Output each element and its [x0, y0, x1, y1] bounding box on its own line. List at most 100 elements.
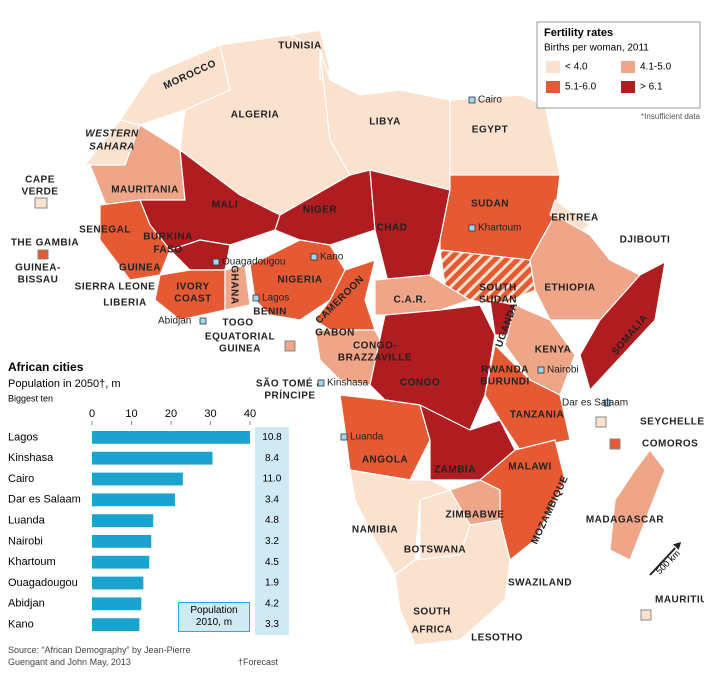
country-label: MADAGASCAR [586, 515, 665, 526]
chart-subtitle: Population in 2050†, m [8, 378, 121, 390]
city-label: Ouagadougou [222, 257, 285, 268]
bar [92, 555, 150, 569]
country-label: CHAD [377, 223, 408, 234]
city-label: Luanda [350, 432, 384, 443]
chart-title: African cities [8, 360, 84, 374]
country-label: BURUNDI [480, 377, 530, 388]
country-label: BISSAU [18, 275, 59, 286]
legend-subtitle: Births per woman, 2011 [544, 43, 649, 54]
country-label: NAMIBIA [352, 525, 398, 536]
country-shape [609, 449, 666, 561]
bar [92, 493, 175, 507]
legend-swatch [546, 61, 560, 73]
country-label: TANZANIA [510, 410, 564, 421]
country-label: COMOROS [642, 439, 698, 450]
country-label: BRAZZAVILLE [338, 353, 412, 364]
value-label: 3.3 [265, 619, 279, 630]
country-label: LESOTHO [471, 633, 523, 644]
legend-swatch [621, 61, 635, 73]
x-tick-label: 0 [89, 408, 95, 420]
country-label: NIGERIA [277, 275, 322, 286]
x-tick-label: 40 [244, 408, 256, 420]
city-marker [317, 379, 325, 387]
country-label: IVORY [176, 282, 209, 293]
country-label: MAURITANIA [111, 185, 179, 196]
scale-arrowhead [670, 540, 683, 553]
city-label: Dar es Salaam [562, 398, 628, 409]
bar [92, 451, 213, 465]
country-label: C.A.R. [394, 295, 427, 306]
city-marker [537, 366, 545, 374]
value-label: 11.0 [263, 474, 282, 485]
population-2010-key: Population 2010, m [178, 602, 250, 632]
country-shape [224, 264, 251, 311]
country-label: DJIBOUTI [620, 235, 671, 246]
legend-label: > 6.1 [640, 82, 663, 93]
city-label: Lagos [262, 293, 289, 304]
city-marker [468, 224, 476, 232]
city-marker [468, 96, 476, 104]
country-label: BOTSWANA [404, 545, 466, 556]
footnote: †Forecast [238, 657, 279, 667]
bar [92, 431, 250, 444]
y-tick-label: Nairobi [8, 535, 43, 547]
country-label: GUINEA [219, 344, 261, 355]
country-label: MAURITIUS [655, 595, 704, 606]
country-label: GUINEA- [15, 263, 61, 274]
city-label: Nairobi [547, 365, 579, 376]
country-label: GABON [315, 328, 355, 339]
city-marker [212, 258, 220, 266]
legend-swatch [621, 81, 635, 93]
y-tick-label: Lagos [8, 431, 38, 443]
cities-chart: African cities Population in 2050†, m Bigg… [0, 355, 300, 683]
x-tick-label: 10 [125, 408, 137, 420]
country-label: SWAZILAND [508, 578, 572, 589]
country-label: WESTERN [85, 129, 139, 140]
y-tick-label: Khartoum [8, 556, 56, 568]
country-label: CAPE [25, 175, 55, 186]
legend-label: 5.1-6.0 [565, 82, 597, 93]
legend-title: Fertility rates [544, 27, 613, 39]
city-label: Cairo [478, 95, 502, 106]
country-label: ERITREA [551, 213, 598, 224]
country-label: ZAMBIA [434, 465, 476, 476]
value-label: 3.4 [265, 494, 279, 505]
country-label: SENEGAL [79, 225, 131, 236]
country-label: ETHIOPIA [544, 283, 595, 294]
city-marker [310, 253, 318, 261]
country-label: SAHARA [89, 142, 135, 153]
legend-box [536, 21, 701, 109]
country-label: SÃO TOMÉ & [256, 377, 324, 390]
city-label: Kinshasa [327, 378, 369, 389]
country-label: AFRICA [412, 625, 453, 636]
country-label: ZIMBABWE [446, 510, 505, 521]
legend-note: *Insufficient data [641, 112, 701, 121]
country-shape [394, 519, 511, 646]
bar [92, 576, 144, 590]
city-marker [603, 399, 611, 407]
country-label: KENYA [535, 345, 572, 356]
x-tick-label: 30 [204, 408, 216, 420]
country-shape [349, 469, 452, 576]
country-label: ALGERIA [231, 110, 280, 121]
country-label: SOUTH [479, 283, 517, 294]
country-shape [34, 197, 48, 209]
y-tick-label: Cairo [8, 473, 34, 485]
x-tick-label: 20 [165, 408, 177, 420]
country-label: SUDAN [479, 295, 517, 306]
country-label: RWANDA [481, 365, 529, 376]
y-tick-label: Ouagadougou [8, 577, 78, 589]
legend-label: 4.1-5.0 [640, 62, 672, 73]
country-shape [640, 609, 652, 621]
scale-arrow [649, 544, 679, 576]
city-marker [252, 294, 260, 302]
country-label: FASO [153, 245, 182, 256]
country-label: GHANA [228, 265, 239, 304]
country-label: GUINEA [119, 263, 161, 274]
value-label: 1.9 [265, 578, 279, 589]
country-label: CONGO- [353, 341, 397, 352]
value-label: 4.2 [265, 598, 279, 609]
y-tick-label: Abidjan [8, 598, 45, 610]
